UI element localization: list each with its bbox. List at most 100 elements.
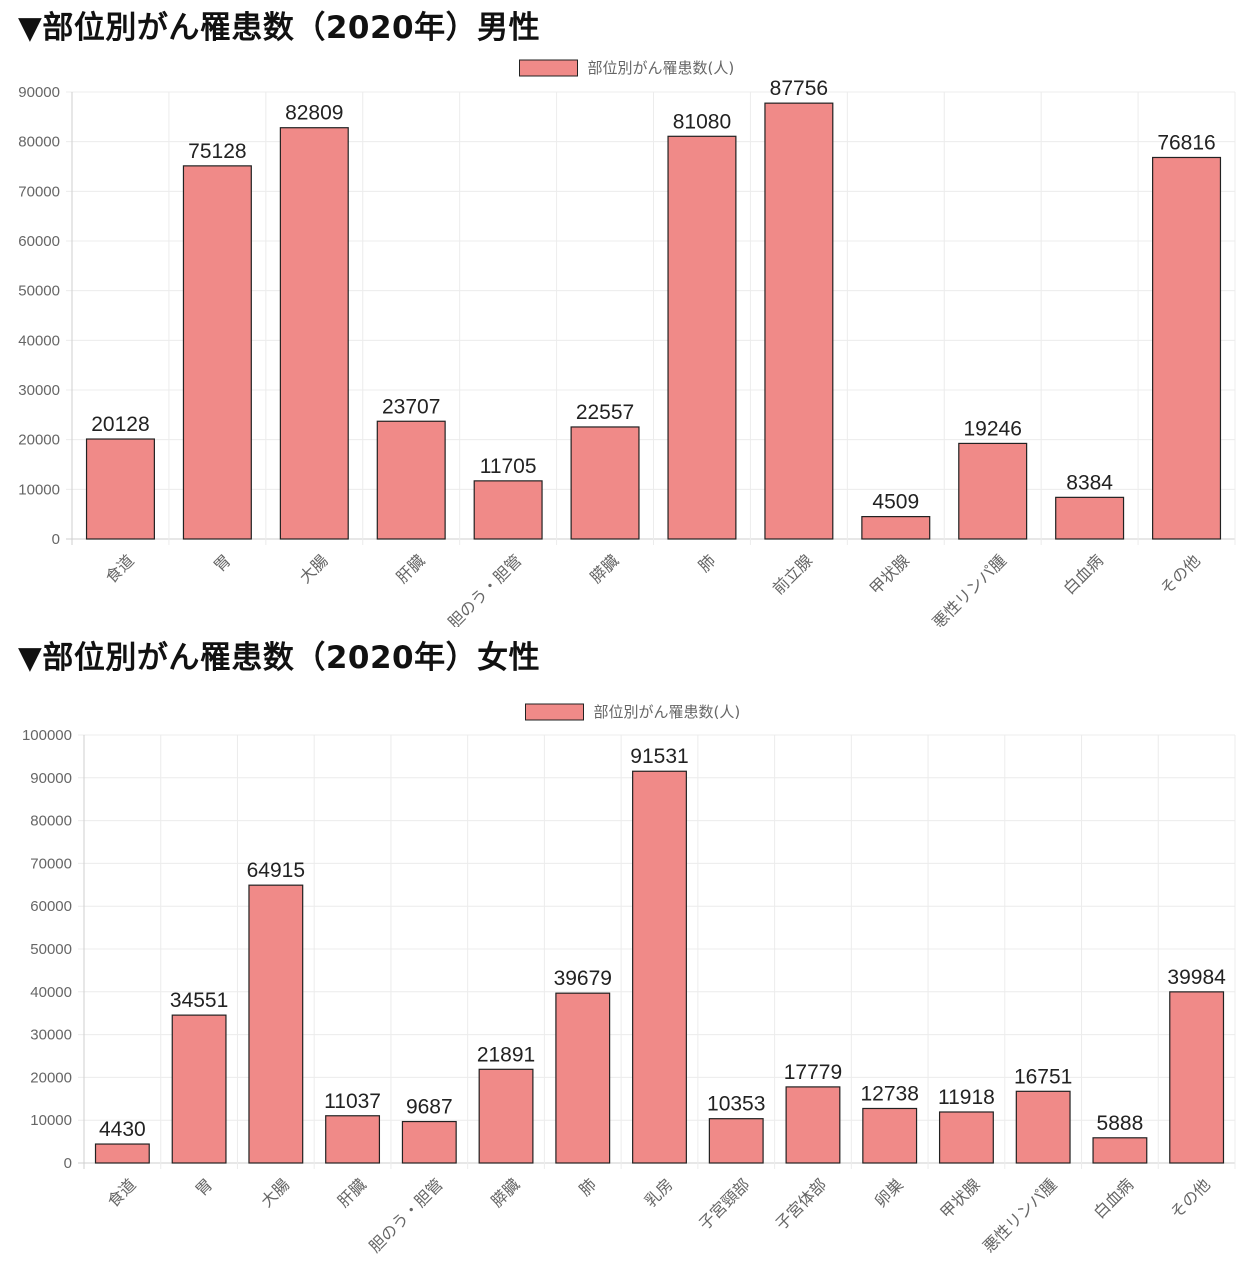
data-label-12: 11918 [938, 1086, 995, 1109]
bar-4 [376, 420, 446, 540]
x-tick-label: 白血病 [1060, 551, 1107, 598]
x-tick-label: 悪性リンパ腫 [979, 1175, 1060, 1256]
data-label-11: 12738 [860, 1082, 918, 1105]
female-incidence-bar-chart: 部位別がん罹患数(人) 0 10000 20000 30000 40000 50000 600… [22, 703, 1236, 1256]
bar-9 [861, 516, 931, 540]
bar-2 [171, 1014, 227, 1164]
bar-5 [473, 480, 543, 540]
x-tick-label: 膵臓 [487, 1175, 523, 1211]
y-tick-label: 80000 [18, 134, 60, 151]
data-label-7: 39679 [554, 967, 612, 990]
x-tick-label: 肝臓 [334, 1175, 370, 1211]
bar-11 [862, 1107, 918, 1164]
y-tick-label: 50000 [30, 941, 72, 958]
x-tick-label: 肺 [575, 1175, 600, 1200]
data-label-10: 19246 [964, 417, 1022, 440]
y-tick-label: 100000 [22, 727, 72, 744]
x-tick-label: 甲状腺 [936, 1175, 983, 1222]
x-tick-label: 卵巣 [871, 1175, 907, 1211]
data-label-2: 75128 [188, 140, 246, 163]
x-tick-label: 膵臓 [586, 551, 622, 587]
legend-label: 部位別がん罹患数(人) [594, 703, 741, 721]
y-tick-label: 30000 [18, 382, 60, 399]
x-tick-label: 大腸 [257, 1175, 293, 1211]
data-label-9: 4509 [872, 491, 919, 514]
data-label-2: 34551 [170, 989, 228, 1012]
data-label-15: 39984 [1167, 966, 1226, 989]
data-label-11: 8384 [1066, 471, 1113, 494]
data-label-7: 81080 [673, 110, 731, 133]
x-tick-label: 胃 [192, 1175, 217, 1200]
x-tick-label: 前立腺 [769, 551, 816, 598]
data-label-8: 87756 [770, 77, 828, 100]
female-chart-heading: ▼部位別がん罹患数（2020年）女性 [18, 640, 541, 676]
bar-2 [182, 165, 252, 540]
y-tick-label: 20000 [18, 432, 60, 449]
data-label-3: 64915 [247, 859, 305, 882]
data-label-9: 10353 [707, 1093, 765, 1116]
bar-3 [279, 127, 349, 540]
x-tick-label: 白血病 [1090, 1175, 1137, 1222]
bar-1 [94, 1143, 150, 1164]
x-tick-label: その他 [1156, 551, 1203, 598]
x-tick-label: 食道 [104, 1175, 140, 1211]
y-tick-label: 70000 [18, 183, 60, 200]
data-label-10: 17779 [784, 1061, 842, 1084]
y-tick-label: 70000 [30, 855, 72, 872]
x-tick-label: 肺 [695, 551, 720, 576]
data-label-4: 23707 [382, 395, 440, 418]
legend-swatch [519, 59, 578, 77]
y-tick-label: 0 [64, 1155, 72, 1172]
bar-8 [632, 770, 687, 1164]
x-tick-label: 甲状腺 [866, 551, 913, 598]
data-label-1: 20128 [91, 413, 149, 436]
legend-swatch [525, 703, 584, 721]
bar-7 [667, 135, 737, 540]
bar-12 [1152, 156, 1222, 540]
x-tick-label: 胃 [210, 551, 235, 576]
data-label-8: 91531 [630, 745, 688, 768]
bar-5 [401, 1120, 457, 1164]
y-tick-label: 40000 [30, 984, 72, 1001]
bar-4 [325, 1115, 381, 1164]
y-tick-label: 10000 [30, 1112, 72, 1129]
bar-9 [708, 1118, 764, 1164]
bar-12 [938, 1111, 994, 1164]
data-label-13: 16751 [1014, 1065, 1072, 1088]
y-tick-label: 20000 [30, 1069, 72, 1086]
bar-6 [570, 426, 640, 540]
y-tick-label: 90000 [30, 770, 72, 787]
bar-10 [785, 1086, 841, 1164]
bar-1 [85, 438, 155, 540]
x-tick-label: 胆のう・胆管 [365, 1175, 446, 1256]
data-label-5: 9687 [406, 1096, 453, 1119]
x-tick-label: 子宮頸部 [695, 1175, 754, 1234]
x-tick-label: 子宮体部 [772, 1175, 831, 1234]
y-tick-label: 90000 [18, 84, 60, 101]
data-label-1: 4430 [99, 1118, 146, 1141]
male-incidence-bar-chart: 部位別がん罹患数(人) 0 10000 20000 30000 40000 50000 600… [18, 59, 1236, 627]
y-tick-label: 60000 [30, 898, 72, 915]
data-label-14: 5888 [1097, 1112, 1144, 1135]
y-tick-label: 50000 [18, 283, 60, 300]
data-label-6: 22557 [576, 401, 634, 424]
x-tick-label: 大腸 [296, 551, 332, 587]
bar-8 [764, 102, 834, 540]
bar-14 [1092, 1137, 1148, 1164]
y-tick-label: 0 [52, 531, 60, 548]
data-label-5: 11705 [480, 455, 537, 478]
bar-6 [478, 1068, 534, 1164]
bar-13 [1015, 1090, 1071, 1164]
data-label-3: 82809 [285, 102, 343, 125]
x-tick-label: 食道 [102, 551, 138, 587]
x-tick-label: 悪性リンパ腫 [929, 551, 1010, 627]
y-tick-label: 30000 [30, 1027, 72, 1044]
x-tick-label: その他 [1167, 1175, 1214, 1222]
bar-7 [555, 992, 611, 1164]
x-tick-label: 乳房 [641, 1175, 677, 1211]
bar-11 [1055, 496, 1125, 540]
y-tick-label: 80000 [30, 813, 72, 830]
y-tick-label: 10000 [18, 481, 60, 498]
x-tick-label: 胆のう・胆管 [444, 551, 525, 627]
bar-15 [1169, 991, 1225, 1164]
